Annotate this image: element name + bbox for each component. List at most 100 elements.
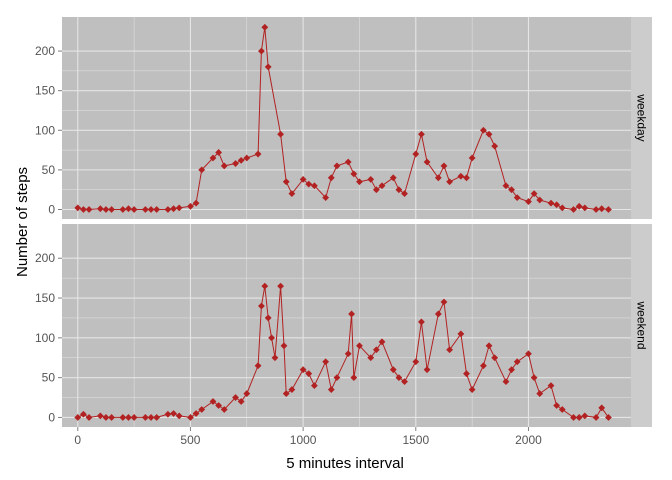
data-point <box>356 342 363 350</box>
data-point <box>141 206 149 213</box>
data-point <box>575 414 583 421</box>
data-point <box>333 374 341 382</box>
data-point <box>468 386 476 393</box>
data-point <box>209 154 217 162</box>
data-point <box>395 374 403 382</box>
data-point <box>299 175 307 183</box>
data-point <box>401 378 408 386</box>
data-point <box>508 366 515 374</box>
data-point <box>344 350 352 358</box>
data-point <box>605 414 612 421</box>
data-point <box>209 398 217 405</box>
data-point <box>280 342 288 350</box>
x-tick-label: 0 <box>74 433 81 447</box>
data-point <box>378 338 386 346</box>
data-point <box>536 390 544 397</box>
y-tick-label: 150 <box>35 291 55 305</box>
data-point <box>198 166 206 174</box>
data-point <box>440 298 448 306</box>
data-point <box>440 162 448 170</box>
panel-weekday: 0 50 100 150 200 weekday <box>35 17 652 219</box>
data-point <box>553 402 561 409</box>
data-point <box>395 186 403 194</box>
data-point <box>536 196 544 204</box>
data-point <box>463 370 470 378</box>
data-point <box>125 205 132 213</box>
facet-strip <box>631 224 652 427</box>
data-point <box>277 130 284 138</box>
data-point <box>254 150 262 158</box>
panel-background <box>62 17 631 219</box>
data-point <box>581 204 589 212</box>
data-point <box>350 374 358 382</box>
panels-layer: 0 50 100 150 200 weekday 0 50 100 150 200 weekend <box>35 17 652 427</box>
data-point <box>434 174 442 182</box>
y-tick-label: 0 <box>48 410 55 424</box>
data-point <box>457 172 465 180</box>
data-point <box>192 410 200 417</box>
data-point <box>491 142 499 150</box>
data-point <box>85 206 93 213</box>
data-point <box>108 206 115 213</box>
data-point <box>434 310 442 318</box>
panel-background <box>62 224 631 427</box>
data-point <box>258 47 265 55</box>
data-point <box>485 130 493 138</box>
x-axis-title: 5 minutes interval <box>286 455 404 472</box>
data-point <box>598 404 606 412</box>
data-point <box>164 206 172 213</box>
data-point <box>102 414 110 421</box>
data-point <box>305 370 313 378</box>
data-point <box>80 410 87 418</box>
data-point <box>187 202 194 210</box>
data-point <box>570 206 577 213</box>
data-point <box>350 170 358 178</box>
y-tick-label: 100 <box>35 331 55 345</box>
data-point <box>119 414 127 421</box>
data-point <box>130 414 138 421</box>
data-point <box>108 414 115 421</box>
data-point <box>418 130 425 138</box>
data-point <box>491 354 499 362</box>
y-tick-label: 150 <box>35 84 55 98</box>
data-point <box>153 414 161 421</box>
data-point <box>271 354 279 362</box>
data-point <box>525 350 532 358</box>
data-point <box>220 162 228 170</box>
facet-label-weekend: weekend <box>635 300 649 349</box>
data-point <box>288 190 296 198</box>
data-point <box>558 406 566 413</box>
data-point <box>547 199 555 207</box>
data-point <box>237 156 245 164</box>
data-point <box>570 414 577 421</box>
facet-strip <box>631 17 652 219</box>
data-point <box>215 149 223 156</box>
data-point <box>327 386 335 393</box>
data-point <box>268 334 275 342</box>
data-point <box>96 205 104 213</box>
data-point <box>468 154 476 162</box>
data-point <box>282 178 290 186</box>
panel-weekend: 0 50 100 150 200 weekend <box>35 224 652 427</box>
data-point <box>215 402 223 409</box>
data-point <box>243 390 251 397</box>
data-point <box>282 390 290 397</box>
y-axis-title: Number of steps <box>14 167 31 277</box>
data-point <box>164 410 172 418</box>
data-point <box>530 374 538 382</box>
x-tick-label: 1000 <box>290 433 317 447</box>
data-point <box>305 180 313 188</box>
data-point <box>198 406 206 413</box>
data-point <box>85 414 93 421</box>
data-point <box>485 342 493 350</box>
data-point <box>125 414 132 421</box>
data-point <box>367 354 375 362</box>
data-point <box>356 178 363 186</box>
data-point <box>243 154 251 162</box>
data-point <box>175 204 183 212</box>
data-point <box>423 366 431 374</box>
data-point <box>502 182 510 190</box>
data-point <box>288 386 296 393</box>
data-point <box>598 205 606 213</box>
data-point <box>119 206 127 213</box>
